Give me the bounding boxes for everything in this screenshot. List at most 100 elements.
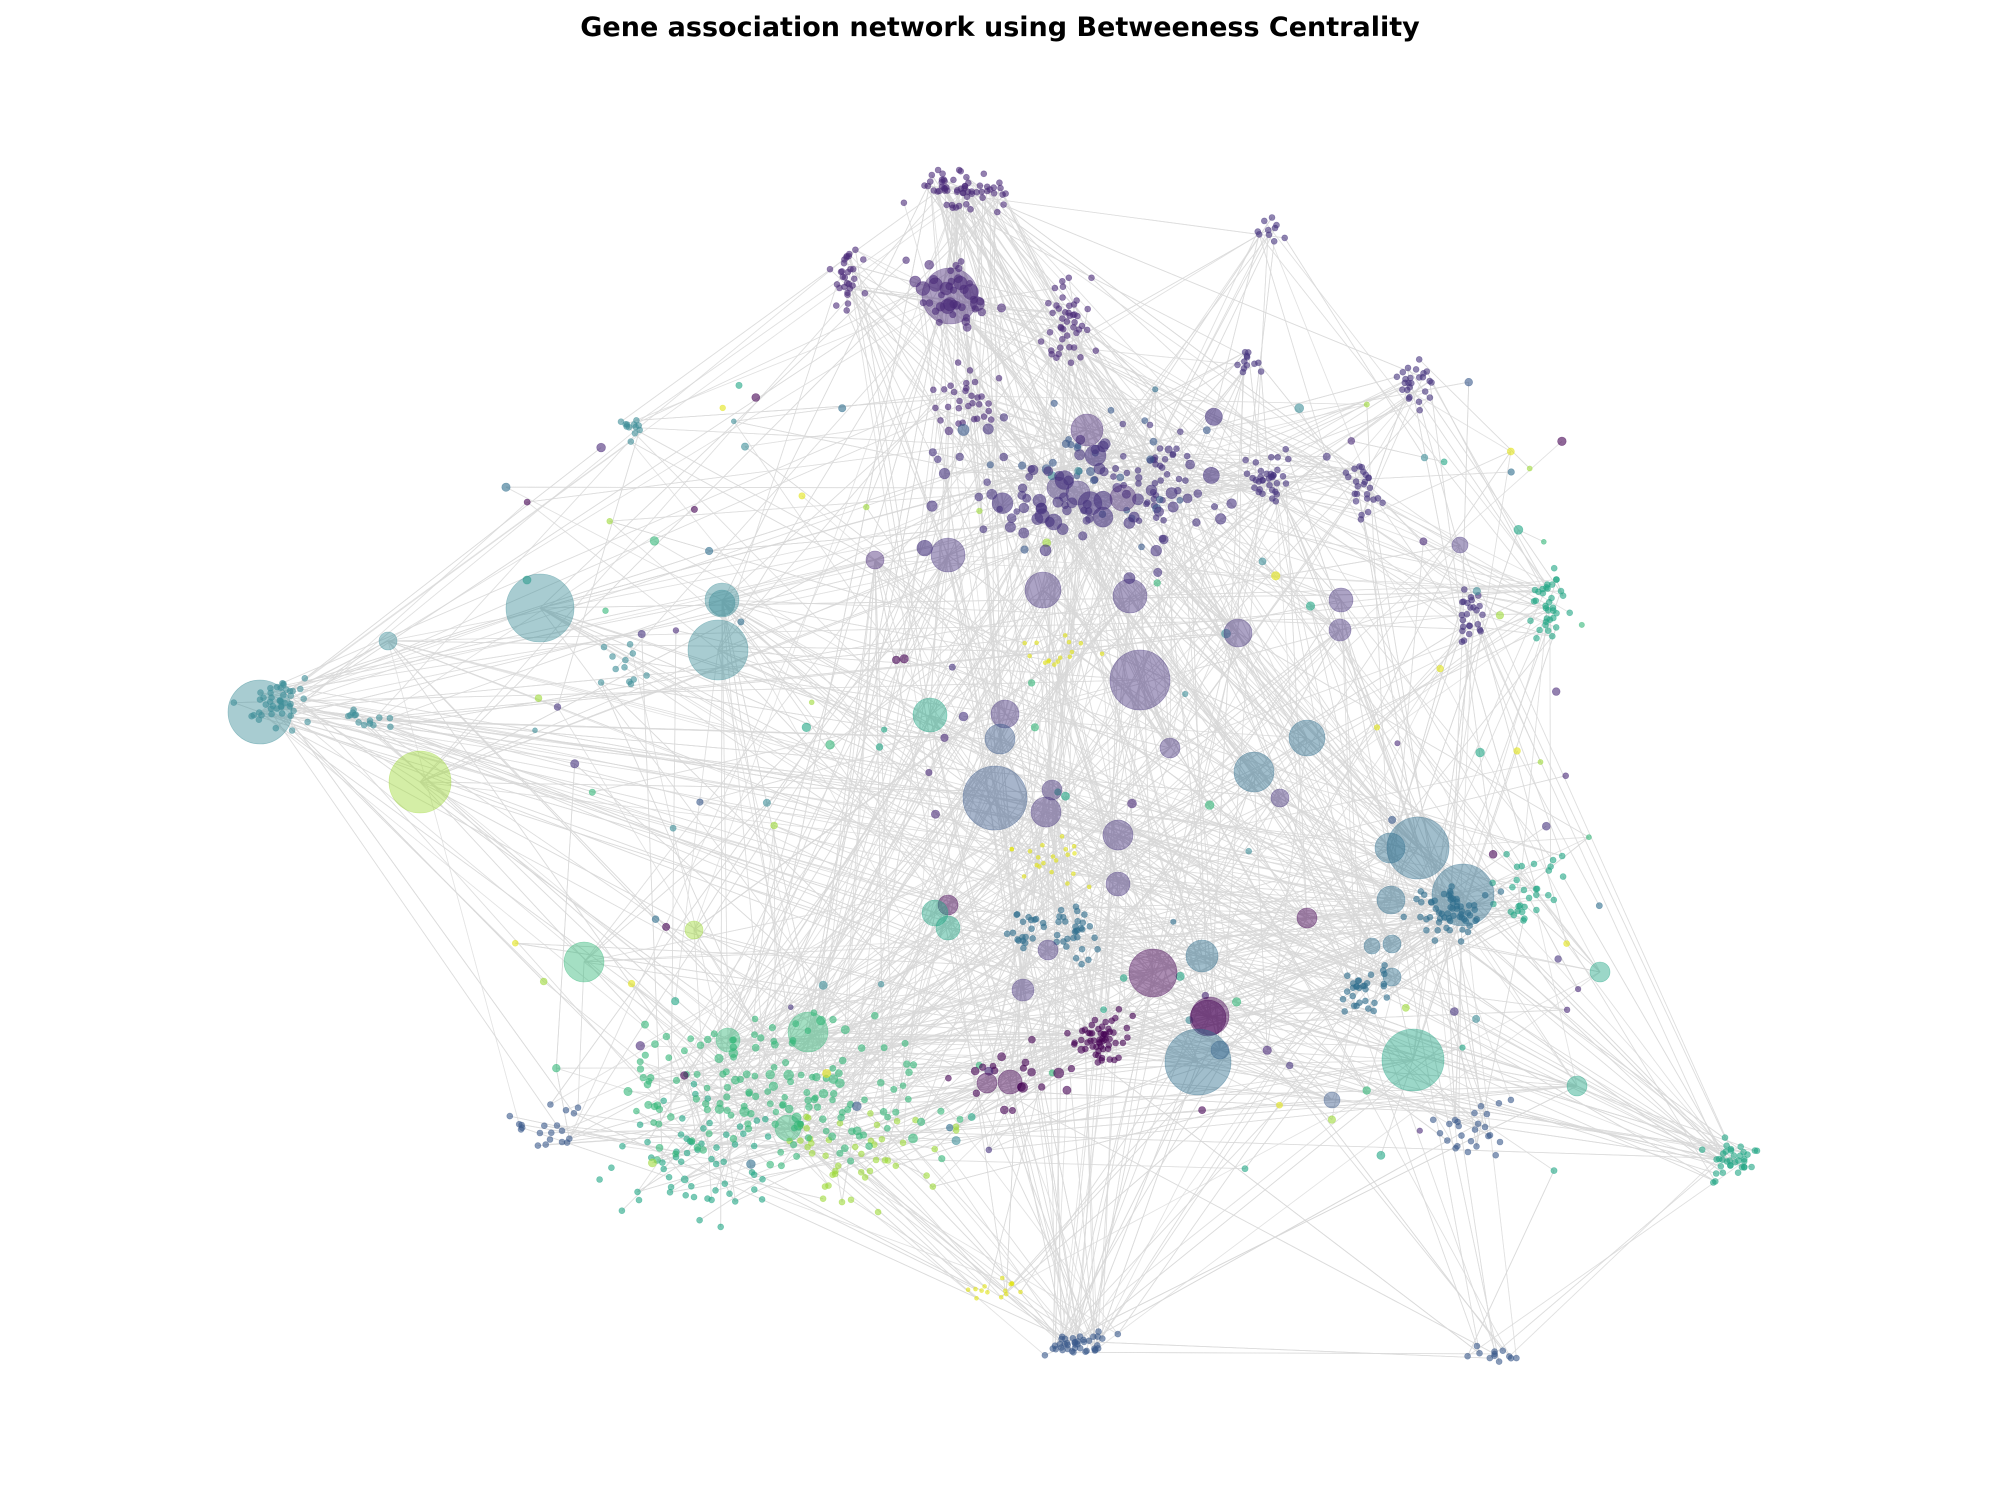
edge [850, 1199, 1066, 1340]
edge [1065, 795, 1373, 947]
edge [717, 284, 838, 651]
edge [1255, 462, 1536, 591]
edge [947, 927, 1568, 1011]
edge [721, 599, 1013, 1111]
edge [259, 711, 949, 906]
edge [1410, 383, 1463, 642]
edge [1516, 750, 1600, 906]
edge [966, 176, 1419, 849]
edge [1009, 510, 1085, 1083]
edge [1206, 381, 1469, 431]
edge [1169, 506, 1174, 749]
edge [721, 181, 931, 604]
edge [291, 730, 814, 1014]
edge [557, 706, 762, 1039]
edge [929, 714, 1078, 938]
edge [621, 1168, 664, 1211]
edge [1086, 478, 1270, 1351]
edge-layer [233, 174, 1758, 1362]
edge [620, 179, 954, 423]
edge [1254, 230, 1269, 488]
edge [1493, 903, 1568, 1011]
edge [944, 180, 1211, 1017]
edge [711, 1158, 976, 1290]
edge [1068, 439, 1221, 1051]
edge [1470, 597, 1726, 1138]
edge [829, 589, 1044, 746]
edge [1042, 589, 1450, 896]
edge [929, 714, 1417, 900]
edge [1389, 847, 1500, 1362]
edge [962, 192, 1461, 546]
edge [1576, 1085, 1745, 1162]
edge [1084, 914, 1091, 1034]
edge [1237, 372, 1244, 634]
edge [676, 554, 949, 1081]
edge [633, 288, 924, 425]
edge [832, 921, 1066, 1176]
edge [1459, 544, 1735, 1156]
edge [858, 1135, 1002, 1298]
edge [1268, 234, 1367, 475]
edge [625, 423, 876, 561]
edge [1347, 911, 1511, 977]
edge [289, 441, 632, 692]
edge [350, 714, 853, 1132]
edge [1069, 516, 1135, 657]
edge [1097, 948, 1209, 1019]
edge [280, 706, 949, 906]
edge [1219, 925, 1470, 1051]
edge [1434, 900, 1743, 1168]
edge [864, 1048, 1104, 1178]
edge [933, 279, 1419, 849]
edge [1129, 522, 1525, 919]
edge [1467, 1161, 1745, 1357]
edge [1045, 396, 1410, 813]
edge [1450, 590, 1562, 898]
edge [259, 711, 1452, 899]
edge [1340, 599, 1480, 1354]
edge [270, 391, 955, 689]
edge [806, 811, 1047, 1129]
edge [1075, 972, 1154, 1345]
edge [1065, 795, 1364, 987]
edge [1258, 481, 1463, 632]
edge [887, 1116, 1074, 1339]
edge [1077, 1341, 1490, 1359]
edge [1258, 234, 1328, 457]
edge [1464, 905, 1519, 920]
edge [630, 441, 1049, 951]
edge [1339, 589, 1465, 631]
edge [505, 486, 723, 601]
edge [955, 207, 1248, 358]
edge [1102, 500, 1342, 601]
edge [733, 421, 996, 799]
edge [967, 1289, 1046, 1356]
edge [727, 217, 1273, 1041]
edge [747, 811, 1047, 1125]
edge [721, 469, 1034, 601]
edge [987, 937, 1078, 1293]
edge [583, 961, 1081, 1337]
edge [526, 501, 719, 651]
edge [648, 1082, 840, 1106]
edge [1058, 308, 1203, 957]
edge [839, 492, 1079, 1154]
edge [1045, 811, 1578, 1087]
edge [539, 607, 1025, 877]
edge [807, 1031, 1099, 1349]
edge [790, 945, 1373, 1008]
edge [1092, 972, 1154, 1337]
edge [1056, 883, 1119, 936]
edge [675, 630, 1171, 749]
edge [1509, 1159, 1717, 1357]
edge [1068, 439, 1171, 749]
edge [1417, 847, 1524, 921]
edge [1310, 605, 1414, 1061]
edge [1339, 614, 1462, 631]
edge [1360, 519, 1479, 596]
edge [721, 559, 876, 604]
edge [1477, 624, 1723, 1160]
edge [874, 797, 996, 1016]
edge [855, 249, 931, 716]
